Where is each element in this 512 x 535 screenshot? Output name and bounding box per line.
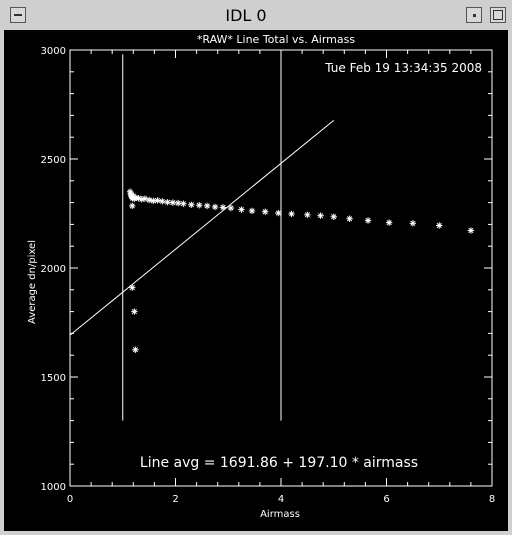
- data-point: [288, 210, 295, 218]
- plot-timestamp: Tue Feb 19 13:34:35 2008: [324, 61, 482, 75]
- data-point: [154, 197, 161, 204]
- window-menu-icon[interactable]: [10, 7, 26, 23]
- data-point: [188, 201, 195, 208]
- data-point: [132, 346, 139, 353]
- data-point: [248, 207, 256, 215]
- data-point: [275, 209, 282, 217]
- y-tick-label: 3000: [41, 46, 66, 57]
- data-point: [238, 206, 245, 213]
- data-point: [385, 219, 393, 226]
- scatter-plot: *RAW* Line Total vs. Airmass Tue Feb 19 …: [4, 30, 508, 530]
- data-point: [346, 215, 353, 222]
- axes-group: 0 2 4 6 8 1000 1500 2000 2500 3000: [41, 46, 496, 505]
- x-tick-label: 8: [489, 494, 495, 505]
- minimize-icon[interactable]: [466, 7, 482, 23]
- data-point: [467, 227, 475, 234]
- x-axis-label: Airmass: [260, 509, 300, 520]
- title-bar[interactable]: IDL 0: [4, 0, 508, 32]
- plot-canvas: *RAW* Line Total vs. Airmass Tue Feb 19 …: [4, 30, 508, 534]
- data-point: [211, 203, 219, 211]
- x-tick-label: 4: [278, 494, 284, 505]
- data-point: [219, 204, 227, 211]
- y-tick-label: 1000: [41, 482, 66, 493]
- data-point: [196, 202, 203, 209]
- data-point: [145, 196, 153, 204]
- maximize-icon[interactable]: [490, 7, 506, 23]
- window-title: IDL 0: [225, 6, 267, 25]
- data-point: [131, 308, 138, 315]
- data-point: [304, 211, 311, 219]
- data-point: [317, 212, 324, 219]
- x-tick-label: 2: [172, 494, 178, 505]
- y-tick-label: 2000: [41, 264, 66, 275]
- data-point: [135, 195, 142, 202]
- x-tick-label: 0: [67, 494, 73, 505]
- y-tick-label: 1500: [41, 373, 66, 384]
- data-point: [261, 208, 269, 215]
- fit-equation-label: Line avg = 1691.86 + 197.10 * airmass: [140, 455, 418, 471]
- marks-group: [69, 54, 475, 421]
- data-point: [364, 217, 372, 224]
- data-point: [203, 202, 211, 210]
- y-axis-label: Average dn/pixel: [27, 240, 38, 324]
- y-tick-label: 2500: [41, 155, 66, 166]
- data-point: [330, 213, 337, 220]
- fit-line: [69, 119, 335, 336]
- data-point: [159, 198, 166, 205]
- data-point: [409, 220, 417, 227]
- data-point: [129, 202, 136, 210]
- data-point: [129, 284, 136, 291]
- x-tick-label: 6: [383, 494, 389, 505]
- data-point: [436, 222, 443, 229]
- data-point: [227, 204, 235, 212]
- plot-title: *RAW* Line Total vs. Airmass: [197, 33, 355, 46]
- data-point: [180, 200, 187, 207]
- data-point: [174, 199, 182, 207]
